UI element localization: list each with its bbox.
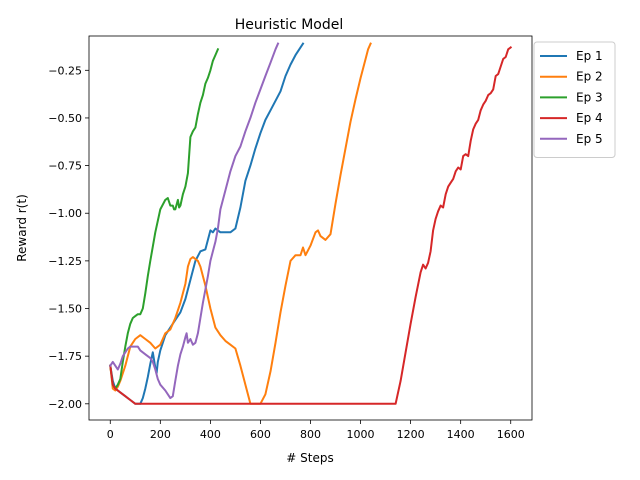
y-tick-label: −2.00	[48, 398, 82, 411]
y-tick-label: −0.75	[48, 160, 82, 173]
series-line-3	[109, 47, 220, 390]
x-axis-label: # Steps	[286, 451, 333, 465]
x-tick-label: 1400	[447, 428, 475, 441]
legend-label-3: Ep 3	[576, 90, 603, 104]
legend-label-4: Ep 4	[576, 111, 603, 125]
legend-label-5: Ep 5	[576, 132, 603, 146]
legend: Ep 1 Ep 2 Ep 3 Ep 4 Ep 5	[533, 41, 616, 158]
y-tick-label: −1.75	[48, 350, 82, 363]
y-tick-label: −0.50	[48, 112, 82, 125]
y-tick-label: −1.25	[48, 255, 82, 268]
x-tick-label: 1200	[397, 428, 425, 441]
legend-box	[533, 41, 616, 158]
series-line-2	[109, 42, 372, 405]
x-tick-label: 800	[300, 428, 321, 441]
series-line-1	[109, 42, 305, 405]
x-tick-label: 400	[200, 428, 221, 441]
x-tick-label: 1600	[497, 428, 525, 441]
series-line-4	[109, 45, 513, 405]
x-tick-label: 200	[150, 428, 171, 441]
series-line-5	[108, 42, 280, 400]
y-tick-label: −1.00	[48, 207, 82, 220]
legend-label-2: Ep 2	[576, 70, 603, 84]
chart-title: Heuristic Model	[235, 17, 344, 33]
y-tick-label: −0.25	[48, 64, 82, 77]
x-tick-label: 1000	[347, 428, 375, 441]
y-tick-label: −1.50	[48, 303, 82, 316]
y-axis-label: Reward r(t)	[15, 194, 29, 262]
x-tick-label: 600	[250, 428, 271, 441]
legend-label-1: Ep 1	[576, 49, 603, 63]
x-tick-label: 0	[107, 428, 114, 441]
